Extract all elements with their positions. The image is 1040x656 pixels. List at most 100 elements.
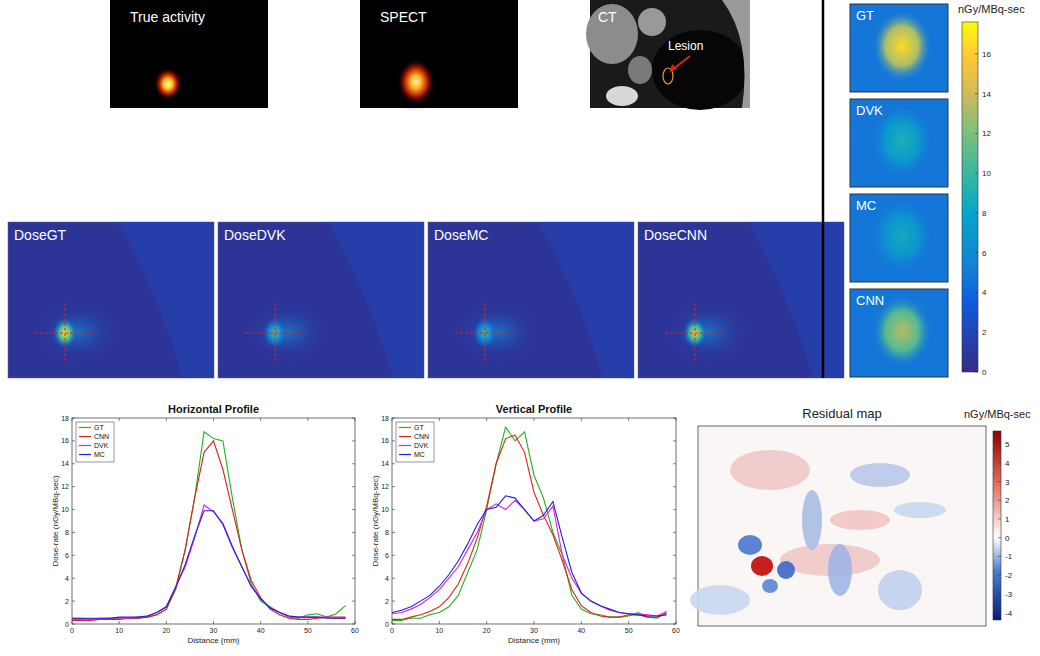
y-tick [72,624,75,625]
colorbar-tick [975,212,978,213]
series-line [392,500,667,616]
legend-label: MC [414,451,425,458]
y-tick-label: 6 [385,552,389,559]
y-tick [352,509,355,510]
colorbar-tick-label: 8 [982,209,987,218]
spect-blob [398,60,434,104]
colorbar-tick-label: 5 [1005,440,1010,449]
y-tick-label: 2 [65,598,69,605]
x-tick [260,418,261,421]
x-tick-label: 20 [162,627,170,634]
map-title: DoseDVK [224,227,286,243]
colorbar-tick-label: -4 [1005,609,1013,618]
colorbar-tick-label: 6 [982,249,987,258]
x-tick-label: 30 [210,627,218,634]
residual-map [690,426,986,626]
x-tick [166,418,167,421]
plot-frame [72,418,355,624]
y-tick [392,601,395,602]
label: CT [598,9,617,25]
y-tick [352,418,355,419]
colorbar-label: nGy/MBq-sec [958,3,1025,15]
legend-label: GT [414,424,424,431]
colorbar-tick-label: 14 [982,90,991,99]
colorbar [993,431,1001,620]
zoom-bg [850,99,948,187]
colorbar-tick-label: 2 [1005,496,1010,505]
x-tick [260,621,261,624]
y-tick [72,555,75,556]
zoom-bg [850,194,948,282]
residual-blob [751,556,773,576]
x-tick [166,621,167,624]
x-tick [676,418,677,421]
x-tick-label: 50 [304,627,312,634]
x-tick [534,621,535,624]
zoom-title: GT [856,8,874,23]
colorbar-tick-label: 0 [1005,534,1010,543]
y-tick [673,486,676,487]
legend-label: DVK [94,442,109,449]
x-tick [307,621,308,624]
colorbar-tick [998,575,1001,576]
legend: GTCNNDVKMC [396,422,434,462]
y-tick-label: 4 [65,575,69,582]
ct-vessel [638,8,666,36]
x-tick [392,418,393,421]
x-tick [581,621,582,624]
dose-map [8,222,214,378]
x-tick [534,418,535,421]
y-tick-label: 16 [61,437,69,444]
y-tick-label: 18 [381,415,389,422]
x-tick [628,418,629,421]
activity-image [110,0,268,108]
x-tick [581,418,582,421]
crosshair [485,303,486,363]
y-tick [72,601,75,602]
x-tick [628,621,629,624]
residual-title: Residual map [802,406,882,421]
colorbar-tick [975,292,978,293]
residual-blob [777,561,795,579]
legend-swatch [79,454,91,455]
x-tick [439,418,440,421]
y-tick [392,555,395,556]
figure: True activitySPECTCTLesionDoseGTDoseDVKD… [0,0,1040,656]
y-tick [673,509,676,510]
x-tick-label: 0 [390,627,394,634]
legend-box [396,422,434,462]
legend: GTCNNDVKMC [76,422,114,462]
colorbar-tick-label: 12 [982,129,991,138]
y-tick-label: 4 [385,575,389,582]
chart-title: Horizontal Profile [168,403,259,415]
series-line [72,505,346,619]
legend-box [76,422,114,462]
y-tick [352,532,355,533]
lesion-arrowhead [670,64,677,72]
x-tick-label: 0 [70,627,74,634]
dose-tissue [748,222,844,378]
y-tick [352,578,355,579]
y-tick-label: 0 [65,621,69,628]
x-tick [119,621,120,624]
x-tick [213,418,214,421]
colorbar-tick [998,537,1001,538]
dose-map [428,222,634,378]
dose-tissue [118,222,214,378]
y-tick-label: 12 [61,483,69,490]
y-tick [72,578,75,579]
colorbar-tick-label: 2 [982,328,987,337]
dose-halo [248,302,328,362]
legend-label: MC [94,451,105,458]
y-tick [392,418,395,419]
legend-swatch [399,454,411,455]
colorbar-tick-label: 4 [982,288,987,297]
dose-halo [458,302,538,362]
ct-spine [606,86,638,106]
ct-aorta [628,56,652,84]
legend-label: GT [94,424,104,431]
y-tick-label: 16 [381,437,389,444]
y-tick [673,440,676,441]
dose-halo [38,302,118,362]
residual-blob [878,570,922,610]
